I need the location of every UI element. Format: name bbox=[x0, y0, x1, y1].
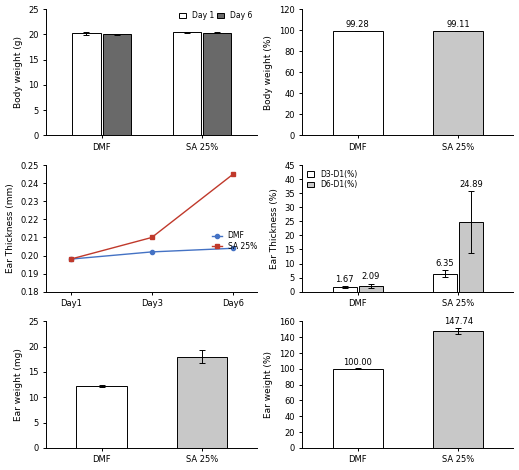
SA 25% bbox=[230, 172, 236, 177]
DMF bbox=[67, 256, 74, 262]
Y-axis label: Ear Thickness (%): Ear Thickness (%) bbox=[269, 188, 279, 269]
Y-axis label: Body weight (g): Body weight (g) bbox=[13, 36, 22, 108]
Bar bbox=[359, 286, 383, 291]
Bar bbox=[333, 369, 383, 448]
Bar bbox=[177, 357, 227, 448]
Text: 6.35: 6.35 bbox=[436, 259, 455, 268]
DMF bbox=[148, 249, 155, 255]
SA 25% bbox=[67, 256, 74, 262]
Y-axis label: Ear weight (%): Ear weight (%) bbox=[264, 351, 274, 418]
Text: 99.28: 99.28 bbox=[346, 20, 370, 29]
DMF bbox=[230, 245, 236, 251]
Line: SA 25%: SA 25% bbox=[69, 172, 235, 261]
Y-axis label: Body weight (%): Body weight (%) bbox=[264, 35, 274, 110]
Bar bbox=[433, 31, 483, 135]
SA 25% bbox=[148, 235, 155, 240]
Bar bbox=[72, 33, 101, 135]
Bar bbox=[433, 331, 483, 448]
Legend: D3-D1(%), D6-D1(%): D3-D1(%), D6-D1(%) bbox=[306, 169, 358, 190]
Bar bbox=[333, 287, 357, 291]
Bar bbox=[173, 32, 201, 135]
Text: 1.67: 1.67 bbox=[335, 274, 354, 283]
Line: DMF: DMF bbox=[69, 246, 235, 261]
Bar bbox=[459, 222, 483, 291]
Bar bbox=[433, 274, 457, 291]
Y-axis label: Ear weight (mg): Ear weight (mg) bbox=[13, 348, 22, 421]
Text: 147.74: 147.74 bbox=[444, 317, 473, 326]
Text: 100.00: 100.00 bbox=[343, 358, 372, 367]
Text: 24.89: 24.89 bbox=[459, 180, 483, 188]
Bar bbox=[203, 33, 231, 135]
Bar bbox=[333, 31, 383, 135]
Legend: DMF, SA 25%: DMF, SA 25% bbox=[212, 231, 258, 251]
Text: 99.11: 99.11 bbox=[446, 20, 470, 29]
Text: 2.09: 2.09 bbox=[362, 272, 380, 281]
Bar bbox=[103, 34, 131, 135]
Legend: Day 1, Day 6: Day 1, Day 6 bbox=[179, 10, 253, 21]
Y-axis label: Ear Thickness (mm): Ear Thickness (mm) bbox=[6, 184, 15, 274]
Bar bbox=[76, 385, 127, 448]
